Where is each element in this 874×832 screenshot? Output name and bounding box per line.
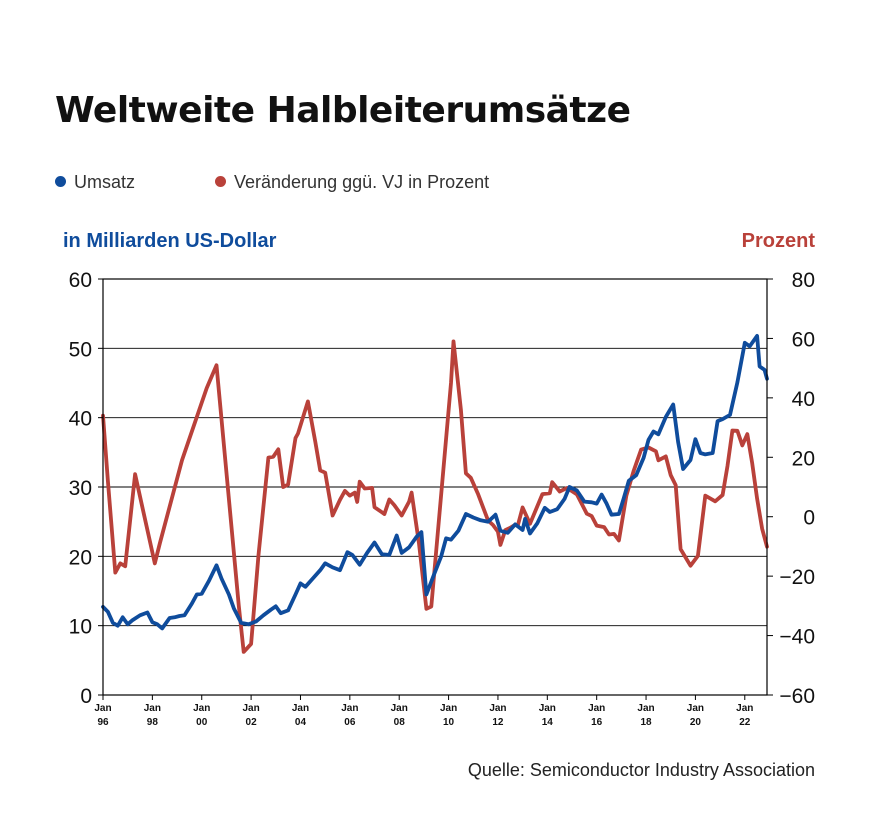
left-axis-tick-label: 20 — [69, 546, 92, 569]
x-axis-tick-label: Jan — [292, 703, 309, 714]
right-axis-tick-label: 60 — [792, 328, 815, 351]
x-axis-tick-label: 16 — [591, 717, 603, 728]
x-axis-tick-label: 98 — [147, 717, 159, 728]
x-axis-tick-label: Jan — [242, 703, 259, 714]
series-layer — [101, 334, 769, 654]
source-note: Quelle: Semiconductor Industry Associati… — [467, 760, 815, 780]
right-axis-tick-label: −40 — [779, 626, 815, 649]
x-axis-tick-label: 22 — [739, 717, 751, 728]
left-axis-tick-label: 40 — [69, 408, 92, 431]
right-axis-tick-label: 80 — [792, 269, 815, 292]
legend-dot-umsatz — [55, 176, 66, 187]
x-axis-tick-label: 96 — [97, 717, 109, 728]
right-axis-tick-label: −20 — [779, 566, 815, 589]
x-axis-tick-label: Jan — [489, 703, 506, 714]
right-axis-tick-label: −60 — [779, 685, 815, 708]
right-axis-tick-label: 40 — [792, 388, 815, 411]
left-axis-tick-label: 60 — [69, 269, 92, 292]
left-axis-tick-label: 0 — [80, 685, 92, 708]
legend-label-umsatz: Umsatz — [74, 172, 136, 192]
x-axis-tick-label: Jan — [687, 703, 704, 714]
legend-item-veraenderung: Veränderung ggü. VJ in Prozent — [215, 172, 489, 193]
right-axis-title: Prozent — [741, 230, 815, 252]
x-axis-tick-label: Jan — [539, 703, 556, 714]
x-axis-tick-label: Jan — [440, 703, 457, 714]
legend-item-umsatz: Umsatz — [55, 172, 135, 193]
left-axis-tick-label: 30 — [69, 477, 92, 500]
x-axis-tick-label: Jan — [94, 703, 111, 714]
legend-label-veraenderung: Veränderung ggü. VJ in Prozent — [234, 172, 490, 192]
x-axis-tick-label: 06 — [344, 717, 356, 728]
x-axis-tick-label: 02 — [246, 717, 258, 728]
axis-layer: 0102030405060−60−40−20020406080Jan96Jan9… — [69, 269, 815, 728]
left-axis-title: in Milliarden US-Dollar — [63, 230, 277, 252]
x-axis-tick-label: 12 — [492, 717, 504, 728]
x-axis-tick-label: 20 — [690, 717, 702, 728]
right-axis-tick-label: 20 — [792, 447, 815, 470]
x-axis-tick-label: Jan — [193, 703, 210, 714]
x-axis-tick-label: 14 — [542, 717, 554, 728]
x-axis-tick-label: Jan — [588, 703, 605, 714]
x-axis-tick-label: 18 — [640, 717, 652, 728]
x-axis-tick-label: Jan — [341, 703, 358, 714]
x-axis-tick-label: 04 — [295, 717, 307, 728]
chart-title: Weltweite Halbleiterumsätze — [55, 90, 631, 131]
x-axis-tick-label: Jan — [144, 703, 161, 714]
x-axis-tick-label: Jan — [736, 703, 753, 714]
right-axis-tick-label: 0 — [803, 507, 815, 530]
series-line-umsatz — [101, 334, 769, 631]
plot-frame — [102, 278, 768, 696]
left-axis-tick-label: 50 — [69, 338, 92, 361]
series-line-veraenderung — [101, 339, 769, 654]
legend-dot-veraenderung — [215, 176, 226, 187]
x-axis-tick-label: 10 — [443, 717, 455, 728]
x-axis-tick-label: Jan — [637, 703, 654, 714]
left-axis-tick-label: 10 — [69, 616, 92, 639]
x-axis-tick-label: 08 — [394, 717, 406, 728]
x-axis-tick-label: Jan — [391, 703, 408, 714]
x-axis-tick-label: 00 — [196, 717, 208, 728]
